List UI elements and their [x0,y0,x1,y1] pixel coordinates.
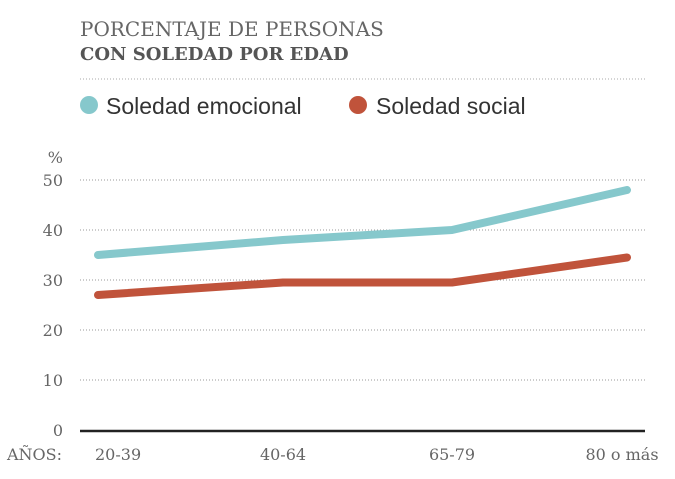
chart-title-line1: PORCENTAJE DE PERSONAS [80,17,384,41]
y-axis-unit: % [48,148,63,167]
legend-marker-soledad-emocional [80,96,98,114]
y-tick-label: 40 [43,221,63,240]
x-tick-label: 20-39 [95,445,141,464]
x-axis-ticks: 20-39 40-64 65-79 80 o más [95,445,659,464]
x-tick-label: 80 o más [585,445,658,464]
x-axis-label: AÑOS: [6,444,62,464]
y-tick-label: 50 [43,171,63,190]
series-line-soledad-emocional [94,186,631,259]
x-tick-label: 65-79 [429,445,475,464]
series-lines [94,186,631,299]
legend-label-soledad-social: Soledad social [376,93,526,119]
legend: Soledad emocional Soledad social [80,93,526,119]
legend-label-soledad-emocional: Soledad emocional [106,93,302,119]
y-tick-label: 20 [43,321,63,340]
legend-marker-soledad-social [349,96,367,114]
y-tick-label: 10 [43,371,63,390]
chart-title-line2: CON SOLEDAD POR EDAD [80,44,349,65]
x-tick-label: 40-64 [260,445,306,464]
y-tick-label: 0 [53,421,63,440]
y-tick-label: 30 [43,271,63,290]
y-axis-ticks: 0 10 20 30 40 50 [43,171,63,440]
series-line-soledad-social [94,253,631,299]
